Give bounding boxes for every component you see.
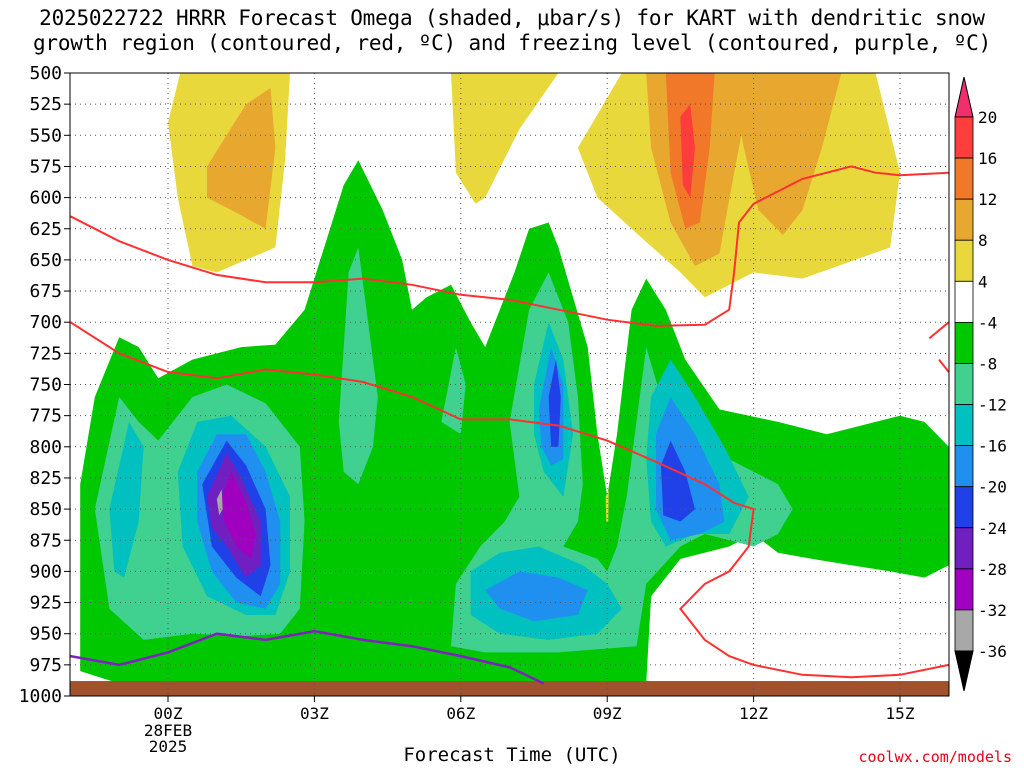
y-tick-label: 575 — [29, 156, 62, 177]
credit-text: coolwx.com/models — [858, 748, 1012, 766]
dendritic-contour-3 — [938, 358, 949, 373]
colorbar-label: 4 — [978, 272, 988, 291]
colorbar-segment-7 — [954, 404, 974, 447]
colorbar-segment-5 — [954, 321, 974, 364]
x-tick-sublabel: 28FEB — [144, 721, 192, 740]
y-tick-label: 1000 — [19, 686, 62, 707]
omega-region-7 — [680, 104, 695, 198]
y-tick-label: 675 — [29, 281, 62, 302]
omega-shading — [70, 73, 949, 696]
y-tick-label: 650 — [29, 250, 62, 271]
x-tick-label: 06Z — [446, 704, 475, 723]
y-tick-label: 625 — [29, 219, 62, 240]
omega-region-13 — [109, 421, 144, 578]
y-tick-label: 700 — [29, 312, 62, 333]
x-tick-label: 03Z — [300, 704, 329, 723]
colorbar-segment-1 — [954, 157, 974, 200]
y-tick-label: 900 — [29, 561, 62, 582]
colorbar-label: -4 — [978, 313, 997, 332]
omega-region-26 — [221, 471, 256, 559]
omega-region-1 — [207, 88, 276, 229]
omega-region-20 — [485, 571, 588, 622]
title-line-1: 2025022722 HRRR Forecast Omega (shaded, … — [39, 6, 985, 30]
colorbar-segment-3 — [954, 239, 974, 282]
dendritic-contour-0 — [70, 165, 949, 327]
colorbar-segment-12 — [954, 609, 974, 652]
x-tick-label: 12Z — [739, 704, 768, 723]
y-tick-label: 975 — [29, 655, 62, 676]
y-tick-label: 775 — [29, 406, 62, 427]
omega-region-28 — [605, 490, 609, 522]
y-tick-label: 600 — [29, 188, 62, 209]
y-tick-label: 875 — [29, 530, 62, 551]
y-tick-label: 950 — [29, 624, 62, 645]
colorbar-label: -28 — [978, 560, 1007, 579]
colorbar-segment-11 — [954, 568, 974, 611]
y-tick-label: 925 — [29, 593, 62, 614]
terrain-band — [70, 681, 949, 696]
colorbar-top-arrow — [954, 76, 974, 118]
colorbar-label: -12 — [978, 396, 1007, 415]
contour-lines — [70, 165, 949, 685]
y-tick-label: 750 — [29, 375, 62, 396]
freezing-level-contour — [70, 629, 545, 685]
colorbar-label: 20 — [978, 108, 997, 127]
y-tick-label: 525 — [29, 94, 62, 115]
y-tick-label: 825 — [29, 468, 62, 489]
chart-title: 2025022722 HRRR Forecast Omega (shaded, … — [0, 6, 1024, 56]
title-line-2: growth region (contoured, red, ºC) and f… — [32, 31, 992, 55]
omega-region-24 — [660, 440, 695, 522]
y-tick-label: 850 — [29, 499, 62, 520]
x-axis-label: Forecast Time (UTC) — [403, 744, 621, 766]
colorbar-label: -16 — [978, 437, 1007, 456]
colorbar-label: 16 — [978, 149, 997, 168]
dendritic-contour-1 — [70, 321, 949, 679]
y-tick-label: 725 — [29, 343, 62, 364]
colorbar-label: -24 — [978, 519, 1007, 538]
colorbar-segment-6 — [954, 363, 974, 405]
y-tick-label: 800 — [29, 437, 62, 458]
x-tick-sublabel: 2025 — [149, 737, 188, 756]
y-tick-label: 500 — [29, 63, 62, 84]
omega-region-10 — [338, 247, 378, 485]
colorbar-segment-9 — [954, 486, 974, 529]
dendritic-contour-2 — [928, 321, 949, 340]
colorbar-label: -36 — [978, 642, 1007, 661]
omega-region-2 — [451, 73, 559, 204]
x-tick-label: 00Z — [154, 704, 183, 723]
x-tick-label: 09Z — [593, 704, 622, 723]
colorbar-label: 8 — [978, 231, 988, 250]
omega-region-5 — [729, 73, 842, 235]
colorbar-bottom-arrow — [954, 650, 974, 692]
colorbar: 20 16 12 8 4 -4 -8 -12 -16 -20 -24 -28 -32 -36 — [954, 76, 1007, 692]
colorbar-label: -20 — [978, 478, 1007, 497]
colorbar-segment-2 — [954, 198, 974, 241]
colorbar-segment-4 — [954, 280, 974, 323]
colorbar-segment-8 — [954, 445, 974, 488]
x-tick-label: 15Z — [886, 704, 915, 723]
y-tick-label: 550 — [29, 125, 62, 146]
colorbar-label: -32 — [978, 601, 1007, 620]
colorbar-segment-10 — [954, 527, 974, 570]
colorbar-label: -8 — [978, 354, 997, 373]
omega-region-27 — [216, 489, 223, 516]
y-axis: 500 525 550 575 600 625 650 675 700 725 750 775 800 8… — [19, 63, 70, 707]
colorbar-label: 12 — [978, 190, 997, 209]
colorbar-segment-0 — [954, 116, 974, 159]
